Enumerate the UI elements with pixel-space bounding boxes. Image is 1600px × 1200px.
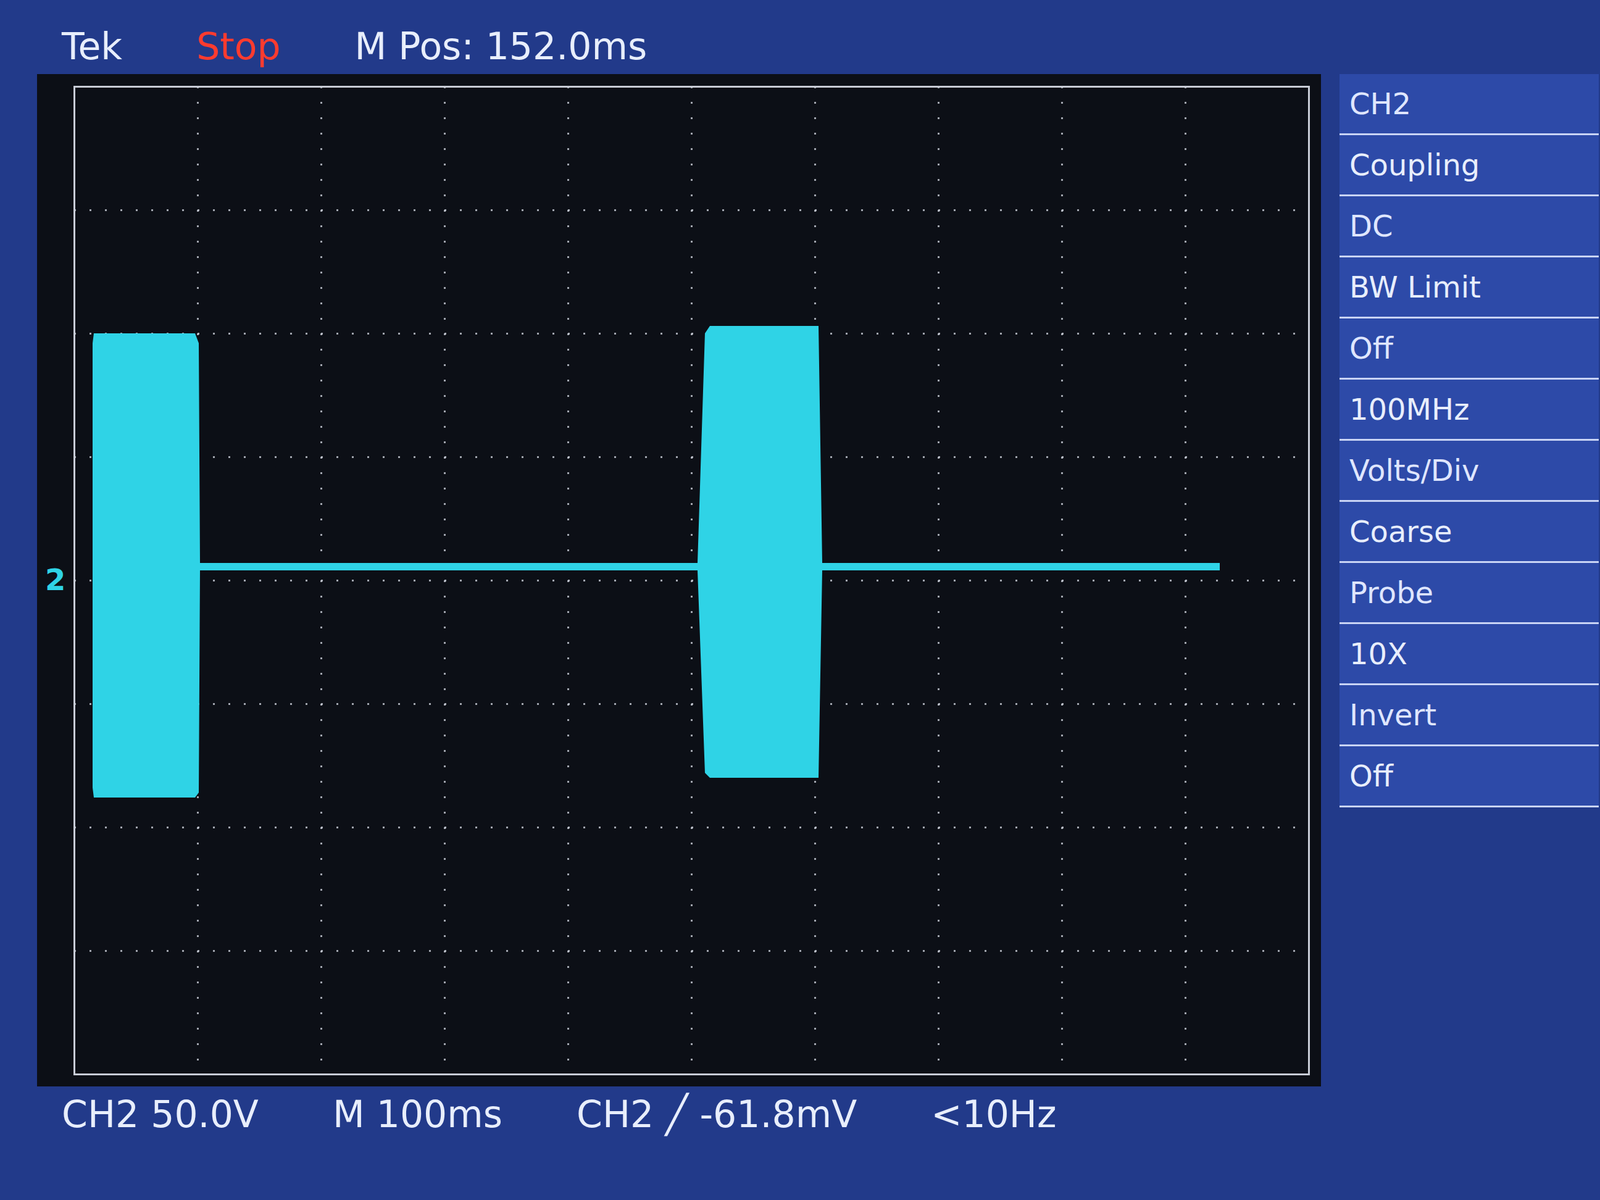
html-text:Coupling: Coupling	[1349, 147, 1480, 183]
html-text:CH2: CH2	[1349, 86, 1412, 121]
html-text:100MHz: 100MHz	[1349, 391, 1470, 427]
html-text:CH2 ╱ -61.8mV: CH2 ╱ -61.8mV	[576, 1092, 857, 1136]
html-text:Stop: Stop	[196, 24, 281, 68]
html-text:Coarse: Coarse	[1349, 514, 1453, 549]
html-text:CH2 50.0V: CH2 50.0V	[61, 1092, 259, 1136]
html-text:Invert: Invert	[1349, 697, 1437, 733]
html-text:M 100ms: M 100ms	[332, 1092, 503, 1136]
html-text:BW Limit: BW Limit	[1349, 269, 1481, 305]
svg-text:2: 2	[45, 562, 66, 597]
html-text:Tek: Tek	[61, 24, 123, 68]
html-text:Volts/Div: Volts/Div	[1349, 453, 1480, 488]
html-text:Off: Off	[1349, 758, 1394, 794]
html-text:Probe: Probe	[1349, 575, 1434, 610]
html-text:Off: Off	[1349, 330, 1394, 366]
html-text:M Pos: 152.0ms: M Pos: 152.0ms	[354, 24, 648, 68]
html-text:10X: 10X	[1349, 636, 1408, 671]
html-text:DC: DC	[1349, 208, 1393, 244]
html-text:<10Hz: <10Hz	[930, 1092, 1057, 1136]
